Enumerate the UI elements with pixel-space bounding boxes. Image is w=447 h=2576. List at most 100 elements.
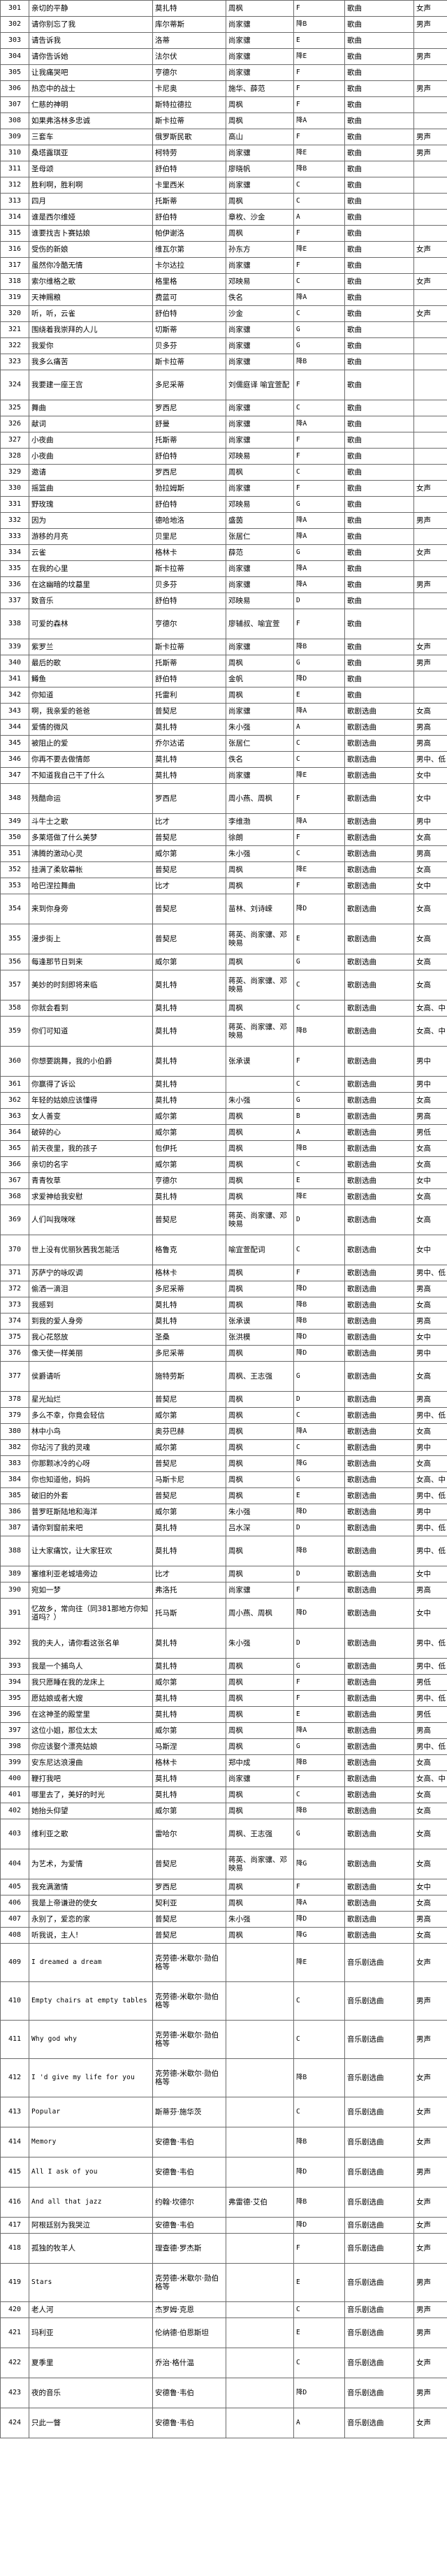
- cell-voice: 女声: [413, 2233, 447, 2264]
- cell-key: D: [293, 1520, 345, 1536]
- cell-title: 你玷污了我的灵魂: [29, 1439, 153, 1456]
- cell-category: 歌曲: [344, 80, 414, 97]
- cell-title: 漫步街上: [29, 924, 153, 954]
- cell-lyricist: [226, 2348, 294, 2378]
- table-row: 326 献词 舒曼 尚家骧 降A 歌曲: [0, 416, 447, 432]
- cell-key: C: [293, 735, 345, 752]
- table-row: 327 小夜曲 托斯蒂 尚家骧 F 歌曲: [0, 432, 447, 449]
- cell-key: 降D: [293, 671, 345, 687]
- cell-title: 孤独的牧羊人: [29, 2233, 153, 2264]
- cell-composer: 契利亚: [152, 1895, 226, 1912]
- cell-lyricist: 周枫: [226, 1188, 294, 1205]
- cell-title: 你们可知道: [29, 1016, 153, 1047]
- cell-voice: 女中: [413, 1879, 447, 1895]
- cell-number: 405: [0, 1879, 29, 1895]
- cell-composer: 安德鲁·韦伯: [152, 2408, 226, 2438]
- cell-composer: 切斯蒂: [152, 321, 226, 338]
- cell-title: 林中小鸟: [29, 1423, 153, 1440]
- cell-key: 降B: [293, 2127, 345, 2157]
- cell-number: 369: [0, 1205, 29, 1235]
- cell-title: 维利亚之歌: [29, 1819, 153, 1849]
- cell-composer: 莫扎特: [152, 1076, 226, 1093]
- cell-lyricist: 尚家骧: [226, 416, 294, 432]
- cell-key: C: [293, 1439, 345, 1456]
- cell-title: 紫罗兰: [29, 639, 153, 655]
- cell-title: 宛如一梦: [29, 1582, 153, 1599]
- cell-number: 410: [0, 1981, 29, 2021]
- cell-voice: [413, 112, 447, 129]
- cell-composer: 莫扎特: [152, 1520, 226, 1536]
- cell-key: 降B: [293, 1313, 345, 1330]
- cell-voice: 女高、中: [413, 1471, 447, 1488]
- cell-voice: 女声: [413, 639, 447, 655]
- cell-number: 337: [0, 592, 29, 609]
- cell-lyricist: 朱小强: [226, 1911, 294, 1928]
- cell-number: 341: [0, 671, 29, 687]
- table-row: 310 桑塔露琪亚 柯特劳 尚家骧 降E 歌曲 男声: [0, 145, 447, 161]
- cell-category: 音乐剧选曲: [344, 2058, 414, 2097]
- cell-key: A: [293, 1124, 345, 1141]
- cell-key: E: [293, 2263, 345, 2302]
- cell-composer: 约翰·坎德尔: [152, 2187, 226, 2218]
- cell-number: 321: [0, 321, 29, 338]
- cell-voice: [413, 671, 447, 687]
- cell-lyricist: 尚家骧: [226, 1770, 294, 1787]
- cell-composer: 比才: [152, 813, 226, 830]
- cell-voice: 男声: [413, 2263, 447, 2302]
- cell-lyricist: 周枫: [226, 1803, 294, 1819]
- table-row: 319 天神赐粮 费蓝可 佚名 降A 歌曲: [0, 289, 447, 306]
- cell-composer: 马斯涅: [152, 1738, 226, 1755]
- cell-category: 歌剧选曲: [344, 783, 414, 814]
- cell-number: 361: [0, 1076, 29, 1093]
- table-row: 322 我爱你 贝多芬 尚家骧 G 歌曲: [0, 337, 447, 354]
- cell-category: 歌剧选曲: [344, 970, 414, 1000]
- cell-category: 歌剧选曲: [344, 1536, 414, 1566]
- table-row: 343 啊，我亲爱的爸爸 普契尼 尚家骧 降A 歌剧选曲 女高: [0, 703, 447, 720]
- cell-title: 永别了，爱恋的家: [29, 1911, 153, 1928]
- cell-category: 歌曲: [344, 512, 414, 529]
- cell-composer: 莫扎特: [152, 1706, 226, 1723]
- cell-category: 音乐剧选曲: [344, 2301, 414, 2318]
- cell-category: 歌曲: [344, 432, 414, 449]
- cell-key: G: [293, 1471, 345, 1488]
- cell-key: E: [293, 1706, 345, 1723]
- cell-key: 降B: [293, 1297, 345, 1314]
- cell-voice: 男低: [413, 1706, 447, 1723]
- cell-title: I 'd give my life for you: [29, 2058, 153, 2097]
- cell-composer: 圣桑: [152, 1329, 226, 1346]
- cell-title: Why god why: [29, 2020, 153, 2059]
- cell-category: 歌剧选曲: [344, 719, 414, 736]
- table-row: 390 宛如一梦 弗洛托 尚家骧 F 歌剧选曲 男高: [0, 1582, 447, 1599]
- cell-lyricist: 薛范: [226, 544, 294, 561]
- cell-category: 歌剧选曲: [344, 1879, 414, 1895]
- table-row: 369 人们叫我咪咪 普契尼 蒋英、尚家骧、邓映易 D 歌剧选曲 女高: [0, 1205, 447, 1235]
- cell-title: 只此一瞥: [29, 2408, 153, 2438]
- cell-number: 359: [0, 1016, 29, 1047]
- cell-number: 382: [0, 1439, 29, 1456]
- cell-lyricist: [226, 2157, 294, 2188]
- cell-title: 让我痛哭吧: [29, 64, 153, 81]
- cell-voice: 男声: [413, 576, 447, 593]
- cell-composer: 斯蒂芬·施华茨: [152, 2097, 226, 2127]
- table-row: 345 被阻止的爱 乔尔达诺 张居仁 C 歌剧选曲 男高: [0, 735, 447, 752]
- cell-number: 319: [0, 289, 29, 306]
- cell-number: 399: [0, 1754, 29, 1771]
- cell-title: 侯爵请听: [29, 1361, 153, 1392]
- table-row: 404 为艺术，为爱情 普契尼 蒋英、尚家骧、邓映易 降G 歌剧选曲 女高: [0, 1849, 447, 1879]
- cell-voice: 男中、低: [413, 1738, 447, 1755]
- table-row: 383 你那颗冰冷的心呀 普契尼 周枫 降G 歌剧选曲 女高: [0, 1455, 447, 1472]
- cell-lyricist: 蒋英、尚家骧、邓映易: [226, 1016, 294, 1047]
- cell-title: 阿根廷别为我哭泣: [29, 2217, 153, 2234]
- cell-title: 因为: [29, 512, 153, 529]
- cell-title: 仁慈的神明: [29, 96, 153, 113]
- cell-composer: 舒伯特: [152, 592, 226, 609]
- cell-composer: 杰罗姆·克恩: [152, 2301, 226, 2318]
- cell-voice: 女高: [413, 970, 447, 1000]
- cell-category: 歌曲: [344, 687, 414, 704]
- cell-key: G: [293, 321, 345, 338]
- table-row: 323 我多么痛苦 斯卡拉蒂 尚家骧 降B 歌曲: [0, 354, 447, 370]
- cell-key: 降A: [293, 1895, 345, 1912]
- cell-key: C: [293, 1000, 345, 1017]
- cell-title: 塞维利亚老城墙旁边: [29, 1566, 153, 1582]
- table-row: 333 游移的月亮 贝里尼 张居仁 降A 歌曲: [0, 528, 447, 545]
